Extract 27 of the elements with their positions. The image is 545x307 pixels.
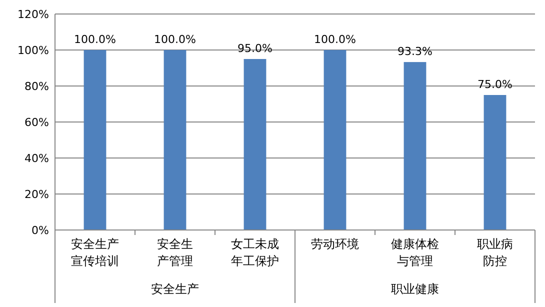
y-tick-label: 40% [24,152,49,165]
data-label: 95.0% [238,42,272,55]
y-tick-label: 100% [18,44,49,57]
bar [84,50,106,230]
data-label: 93.3% [398,45,432,58]
data-label: 100.0% [74,33,116,46]
bar [164,50,186,230]
text: 职业健康 [391,282,439,296]
y-tick-label: 60% [24,116,49,129]
data-label: 100.0% [154,33,196,46]
x-tick-label: 职业病防控 [477,237,513,268]
x-tick-label: 安全生产管理 [157,237,193,268]
data-label: 75.0% [478,78,512,91]
y-tick-label: 0% [32,224,49,237]
text: 安全生产 [151,282,199,296]
x-tick-label: 女工未成年工保护 [231,237,279,268]
x-tick-label: 劳动环境 [311,237,359,251]
bar [484,95,506,230]
x-tick-label: 健康体检与管理 [391,237,439,268]
y-tick-label: 80% [24,80,49,93]
bar [244,59,266,230]
data-label: 100.0% [314,33,356,46]
y-tick-label: 20% [24,188,49,201]
bar [404,62,426,230]
bar [324,50,346,230]
y-tick-label: 120% [18,8,49,21]
x-tick-label: 安全生产宣传培训 [71,237,119,268]
